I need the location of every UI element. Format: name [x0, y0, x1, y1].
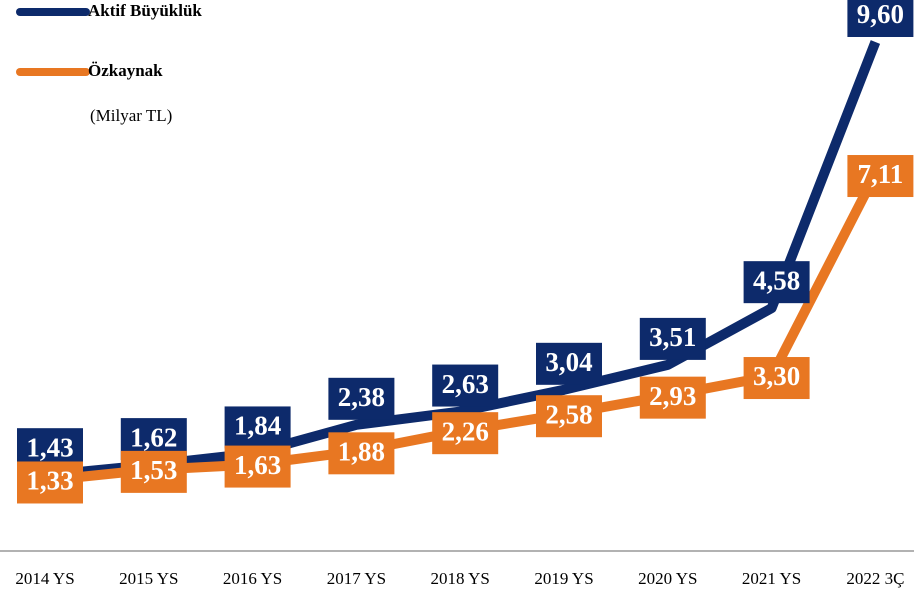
value-label-box	[224, 445, 291, 488]
value-label-box	[639, 376, 706, 419]
value-label-box	[224, 406, 291, 449]
value-label-box	[120, 450, 187, 493]
value-label: 2,93	[649, 381, 696, 411]
value-label-box	[847, 155, 914, 198]
value-label: 1,62	[130, 422, 177, 452]
value-label-box	[328, 432, 395, 475]
value-label: 2,58	[545, 399, 592, 429]
chart-subtitle: (Milyar TL)	[90, 106, 172, 125]
value-label-box	[17, 461, 83, 504]
value-label: 3,04	[545, 347, 592, 377]
x-tick-label: 2016 YS	[223, 569, 282, 588]
value-label: 2,63	[442, 369, 489, 399]
legend-label: Özkaynak	[88, 61, 163, 80]
x-tick-label: 2017 YS	[327, 569, 386, 588]
value-label-box	[743, 261, 810, 304]
value-label-box	[328, 377, 395, 420]
value-label: 1,84	[234, 411, 281, 441]
value-label-box	[847, 0, 914, 37]
x-tick-label: 2015 YS	[119, 569, 178, 588]
legend-label: Aktif Büyüklük	[88, 1, 202, 20]
value-label: 9,60	[857, 0, 904, 29]
value-label-box	[432, 364, 499, 407]
value-label: 1,63	[234, 450, 281, 480]
value-label-box	[639, 317, 706, 360]
value-label-box	[536, 395, 602, 438]
x-tick-label: 2018 YS	[431, 569, 490, 588]
value-label: 2,26	[442, 416, 489, 446]
x-tick-label: 2014 YS	[15, 569, 74, 588]
x-tick-label: 2021 YS	[742, 569, 801, 588]
value-label-box	[536, 342, 602, 385]
value-label: 7,11	[858, 159, 904, 189]
x-tick-label: 2019 YS	[534, 569, 593, 588]
value-label: 1,53	[130, 455, 177, 485]
value-label-box	[743, 357, 810, 400]
value-label: 1,88	[338, 437, 385, 467]
value-label: 4,58	[753, 265, 800, 295]
value-label: 2,38	[338, 382, 385, 412]
x-tick-label: 2022 3Ç	[846, 569, 904, 588]
value-label: 3,51	[649, 322, 696, 352]
value-label: 3,30	[753, 361, 800, 391]
x-tick-label: 2020 YS	[638, 569, 697, 588]
value-label: 1,43	[26, 432, 73, 462]
value-label-box	[432, 412, 499, 455]
value-label: 1,33	[26, 466, 73, 496]
